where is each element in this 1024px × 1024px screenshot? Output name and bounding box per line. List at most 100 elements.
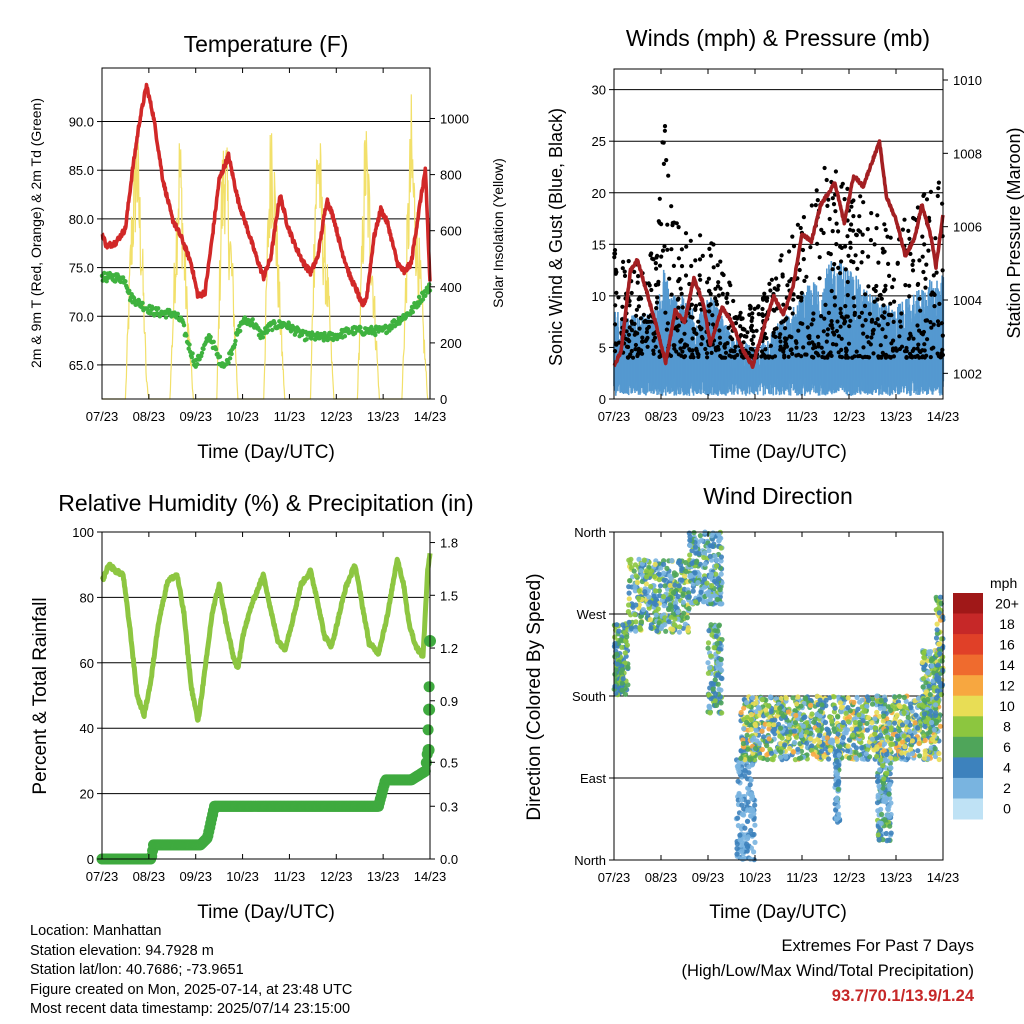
wind-direction-point xyxy=(890,741,896,747)
gust-point xyxy=(750,315,755,321)
solar-ytick-label-right: 0 xyxy=(440,392,447,407)
wind-direction-point xyxy=(716,686,722,693)
gust-point xyxy=(613,267,618,272)
gust-point xyxy=(773,334,778,339)
dewpoint-point xyxy=(373,332,378,338)
gust-point xyxy=(830,342,836,347)
humidity-ytick-label: 0 xyxy=(87,852,94,867)
gust-point xyxy=(655,253,660,258)
gust-point xyxy=(728,283,733,288)
humidity-xtick-label: 12/23 xyxy=(320,869,353,884)
wind-direction-point xyxy=(857,721,863,727)
gust-point xyxy=(887,273,892,278)
gust-point xyxy=(679,338,684,343)
temperature-xtick-label: 11/23 xyxy=(274,409,306,424)
winds-ytick-label: 30 xyxy=(592,83,606,98)
gust-point xyxy=(845,234,850,239)
wind-direction-point xyxy=(814,693,821,699)
wind-direction-point xyxy=(687,552,693,558)
wind-direction-point xyxy=(819,702,825,708)
wind-direction-point xyxy=(717,587,723,593)
gust-point xyxy=(851,295,856,300)
gust-point xyxy=(665,321,671,326)
gust-point xyxy=(825,327,831,332)
gust-point xyxy=(882,310,887,315)
solar-insolation-series xyxy=(102,94,430,400)
temperature-panel: Temperature (F) 07/23 08/23 09/23 10/23 11/2… xyxy=(28,31,506,463)
pressure-ytick-label-right: 1008 xyxy=(953,146,982,161)
dewpoint-point xyxy=(123,279,128,284)
gust-point xyxy=(740,327,745,332)
wind-direction-point xyxy=(817,713,823,719)
wind-direction-point xyxy=(626,557,632,563)
gust-point xyxy=(871,351,876,356)
gust-point xyxy=(822,316,827,321)
wind-direction-point xyxy=(907,722,913,728)
wind-direction-point xyxy=(863,751,869,757)
gust-point xyxy=(647,283,652,288)
wind-direction-point xyxy=(709,543,715,549)
wind-direction-point xyxy=(613,666,619,673)
wind-direction-point xyxy=(909,738,916,744)
gust-point xyxy=(865,227,870,232)
wind-direction-point xyxy=(612,671,618,677)
gust-point xyxy=(799,295,804,300)
wind-direction-point xyxy=(661,577,667,583)
wind-direction-point xyxy=(712,553,718,559)
wind-direction-point xyxy=(744,848,750,854)
precipitation-ytick-label-right: 0.5 xyxy=(440,755,458,770)
wind-direction-point xyxy=(872,731,878,737)
wind-direction-point xyxy=(625,609,632,615)
gust-point xyxy=(833,169,839,174)
dewpoint-point xyxy=(229,351,234,357)
wind-direction-point xyxy=(628,626,635,632)
gust-point xyxy=(844,314,849,319)
wind-direction-point xyxy=(837,744,843,750)
gust-point xyxy=(653,344,658,349)
wind-direction-point xyxy=(744,844,751,850)
gust-point xyxy=(821,350,826,355)
wind-direction-point xyxy=(639,572,646,579)
wind-direction-point xyxy=(737,832,743,838)
wind-direction-point xyxy=(676,629,683,635)
gust-point xyxy=(889,341,894,346)
gust-point xyxy=(859,310,865,315)
wind-direction-point xyxy=(808,702,814,709)
wind-direction-point xyxy=(764,756,771,763)
precipitation-ytick-label-right: 1.5 xyxy=(440,588,458,603)
wind-direction-point xyxy=(742,825,748,831)
gust-point xyxy=(897,334,902,339)
wind-direction-point xyxy=(804,740,810,746)
winds-xtick-label: 08/23 xyxy=(645,409,678,424)
gust-point xyxy=(755,305,760,310)
wind-direction-point xyxy=(804,720,810,726)
gust-point xyxy=(713,296,718,301)
gust-point xyxy=(906,228,911,233)
wind-direction-point xyxy=(815,701,821,708)
gust-point xyxy=(814,188,819,193)
gust-point xyxy=(847,227,853,232)
precipitation-point xyxy=(419,765,431,777)
temperature-ytick-label: 80.0 xyxy=(69,212,94,227)
gust-point xyxy=(688,355,693,360)
wind-direction-point xyxy=(707,710,713,716)
wind-direction-point xyxy=(675,593,681,600)
wind-direction-point xyxy=(707,665,713,671)
gust-point xyxy=(655,295,660,300)
wind-direction-point xyxy=(802,695,808,701)
wind-direction-point xyxy=(672,604,679,610)
wind-direction-point xyxy=(718,656,724,663)
gust-point xyxy=(720,291,725,296)
wind-direction-point xyxy=(712,698,718,704)
wind-direction-point xyxy=(841,730,847,736)
gust-point xyxy=(932,292,937,297)
gust-point xyxy=(875,317,880,322)
gust-point xyxy=(909,354,914,359)
gust-point xyxy=(622,269,627,274)
dewpoint-point xyxy=(233,338,238,344)
wind-direction-point xyxy=(865,743,871,749)
dewpoint-point xyxy=(211,339,216,344)
gust-point xyxy=(635,280,640,285)
wind-direction-point xyxy=(679,565,685,572)
winds-xlabel: Time (Day/UTC) xyxy=(709,442,847,463)
